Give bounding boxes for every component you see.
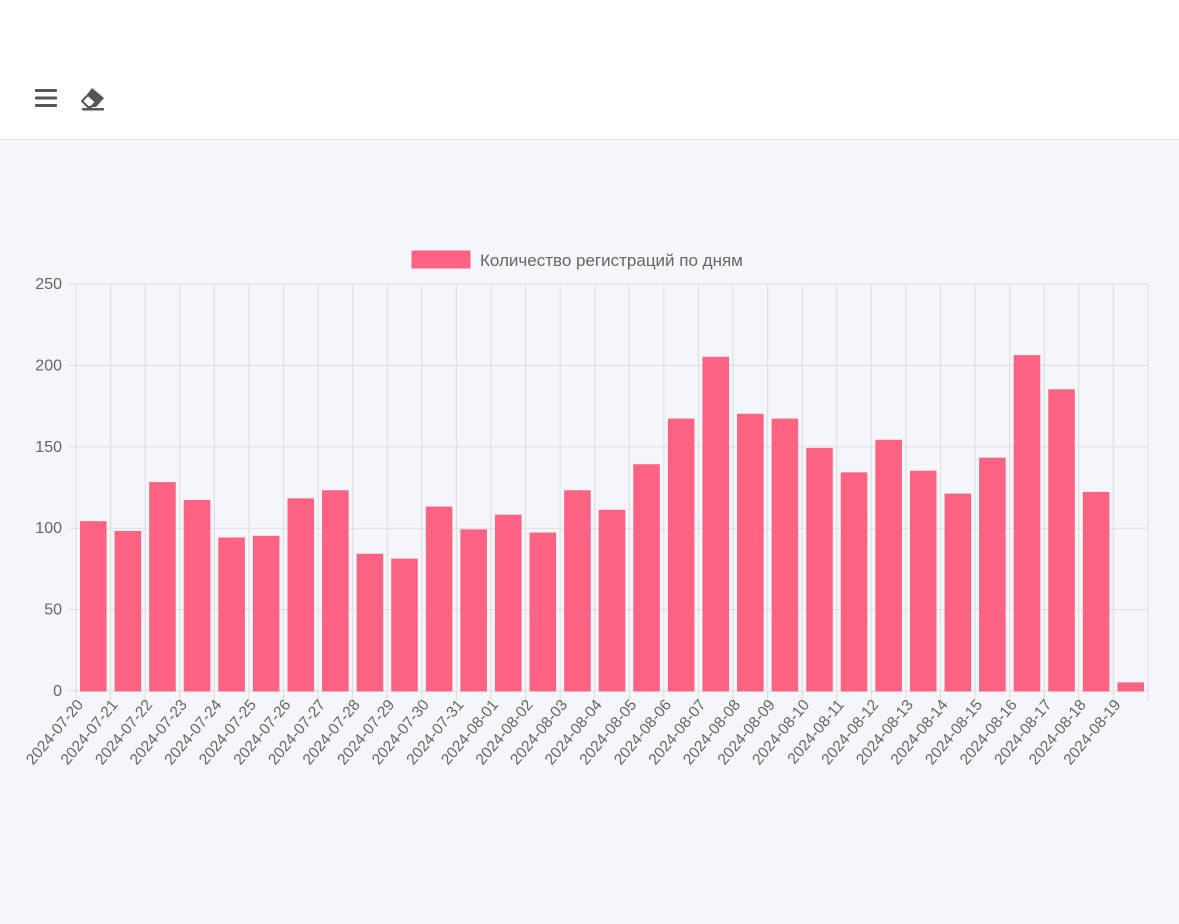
- bar-2024-08-02[interactable]: [529, 532, 557, 692]
- bar-2024-08-05[interactable]: [633, 464, 660, 692]
- bar-2024-07-22[interactable]: [149, 482, 176, 692]
- bar-2024-07-26[interactable]: [287, 498, 315, 692]
- bar-2024-08-18[interactable]: [1082, 491, 1110, 692]
- bar-2024-07-20[interactable]: [79, 521, 107, 692]
- y-tick-label: 0: [53, 683, 62, 700]
- toolbar: [0, 0, 1179, 140]
- legend-swatch[interactable]: [411, 250, 471, 269]
- y-tick-label: 100: [35, 520, 62, 537]
- bar-2024-07-24[interactable]: [218, 537, 245, 692]
- bar-2024-08-06[interactable]: [667, 418, 695, 692]
- hamburger-menu-icon: [35, 89, 57, 107]
- bar-2024-08-10[interactable]: [806, 447, 833, 692]
- eraser-button[interactable]: [79, 84, 107, 112]
- bar-2024-08-12[interactable]: [875, 439, 902, 692]
- bar-2024-07-30[interactable]: [425, 506, 453, 692]
- bar-2024-08-09[interactable]: [771, 418, 799, 692]
- bar-chart: 0501001502002502024-07-202024-07-212024-…: [23, 250, 1149, 768]
- bar-2024-08-13[interactable]: [909, 470, 937, 692]
- bar-2024-08-11[interactable]: [840, 472, 868, 692]
- y-tick-label: 50: [44, 602, 62, 619]
- menu-button[interactable]: [32, 84, 60, 112]
- bar-2024-08-01[interactable]: [494, 514, 522, 692]
- bar-2024-08-14[interactable]: [944, 493, 972, 692]
- bar-2024-07-29[interactable]: [391, 558, 418, 692]
- bar-2024-08-08[interactable]: [737, 413, 764, 692]
- chart-container: 0 50 100 150 200 250 2024-07-20 2024-07-21 2024-…: [0, 141, 1179, 924]
- bar-2024-08-16[interactable]: [1013, 355, 1041, 692]
- bar-2024-08-15[interactable]: [979, 457, 1006, 692]
- bar-2024-07-25[interactable]: [252, 535, 280, 692]
- bar-2024-08-07[interactable]: [702, 356, 730, 692]
- bar-2024-08-19[interactable]: [1117, 682, 1145, 692]
- bar-2024-08-03[interactable]: [564, 490, 591, 692]
- bar-2024-07-28[interactable]: [356, 553, 384, 692]
- bar-2024-08-17[interactable]: [1048, 389, 1075, 692]
- bar-2024-08-04[interactable]: [598, 509, 626, 692]
- bar-2024-07-27[interactable]: [322, 490, 349, 692]
- bar-2024-07-31[interactable]: [460, 529, 487, 692]
- bar-2024-07-21[interactable]: [114, 530, 142, 692]
- y-tick-label: 150: [35, 439, 62, 456]
- y-tick-label: 200: [35, 357, 62, 374]
- eraser-icon: [81, 88, 104, 111]
- legend-label[interactable]: Количество регистраций по дням: [480, 251, 743, 270]
- bar-2024-07-23[interactable]: [183, 500, 211, 692]
- y-tick-label: 250: [35, 276, 62, 293]
